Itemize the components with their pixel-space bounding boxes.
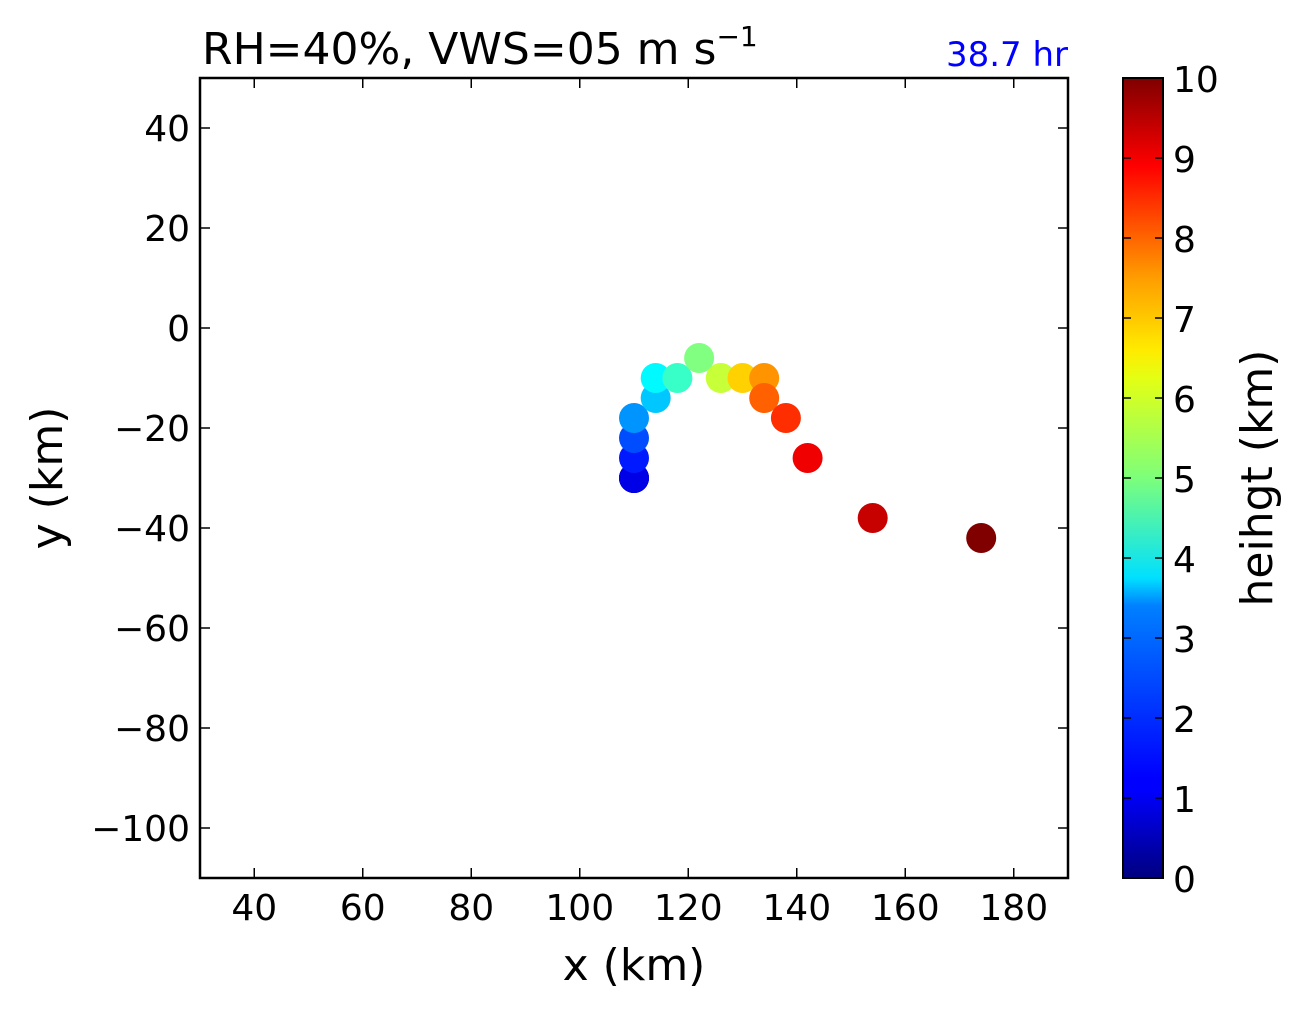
colorbar-label: heihgt (km) [1232,350,1283,607]
x-tick-label: 60 [340,888,386,929]
title-superscript: −1 [716,20,757,53]
x-tick-label: 180 [979,888,1048,929]
plot-frame [198,76,1070,880]
colorbar-tick-label: 8 [1173,220,1196,261]
y-tick-label: −80 [114,709,190,750]
data-point [640,363,671,393]
y-tick-label: 40 [144,109,190,150]
y-tick-label: 20 [144,209,190,250]
x-axis-label: x (km) [563,940,706,991]
data-point [749,383,780,413]
y-tick-label: 0 [167,309,190,350]
chart-title: RH=40%, VWS=05 m s−1 [202,20,758,75]
data-point [770,403,801,433]
data-point [705,363,736,393]
colorbar-tick-label: 2 [1173,700,1196,741]
data-point [684,343,715,373]
data-point [857,503,888,533]
colorbar-ticks: 0 1 2 3 4 5 6 7 8 9 10 [1123,60,1219,901]
data-point [792,443,823,473]
time-label: 38.7 hr [946,35,1068,75]
colorbar-tick-label: 9 [1173,140,1196,181]
x-tick-label: 120 [654,888,723,929]
colorbar-tick-label: 1 [1173,780,1196,821]
data-point [662,363,693,393]
colorbar-tick-label: 7 [1173,300,1196,341]
colorbar-tick-label: 10 [1173,60,1219,101]
y-axis-label: y (km) [22,407,73,550]
x-tick-label: 40 [231,888,277,929]
colorbar-tick-label: 4 [1173,540,1196,581]
y-tick-label: −100 [91,809,190,850]
data-point [727,363,758,393]
y-tick-label: −40 [114,509,190,550]
colorbar-tick-label: 6 [1173,380,1196,421]
x-axis-ticks: 40 60 80 100 120 140 160 180 [231,78,1048,929]
colorbar-tick-label: 3 [1173,620,1196,661]
colorbar-tick-label: 5 [1173,460,1196,501]
data-point [619,403,649,433]
x-tick-label: 160 [871,888,940,929]
x-tick-label: 100 [545,888,614,929]
y-tick-label: −60 [114,609,190,650]
y-axis-ticks: −100 −80 −60 −40 −20 0 20 40 [91,109,1068,850]
data-points [619,343,997,553]
x-tick-label: 140 [762,888,831,929]
colorbar-tick-label: 0 [1173,860,1196,901]
x-tick-label: 80 [448,888,494,929]
data-point [966,523,997,553]
y-tick-label: −20 [114,409,190,450]
